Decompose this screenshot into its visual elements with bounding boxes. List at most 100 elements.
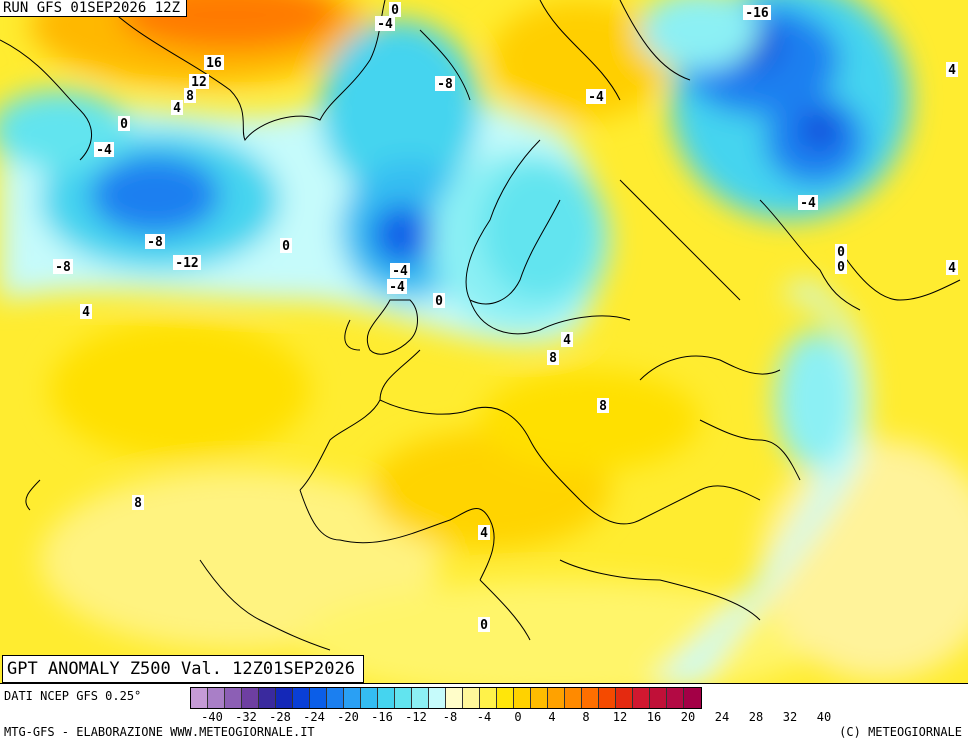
contour-label: 4 bbox=[948, 63, 956, 78]
scale-tick-label: -40 bbox=[201, 710, 223, 724]
color-swatch bbox=[276, 688, 293, 708]
scale-tick-label: 4 bbox=[548, 710, 556, 724]
color-swatch bbox=[429, 688, 446, 708]
contour-label: 0 bbox=[837, 245, 845, 260]
scale-tick-label: -24 bbox=[303, 710, 325, 724]
color-swatch bbox=[378, 688, 395, 708]
scale-tick-label: -4 bbox=[476, 710, 492, 724]
scale-tick-label: 28 bbox=[748, 710, 764, 724]
contour-label: 4 bbox=[948, 261, 956, 276]
contour-label: 4 bbox=[480, 526, 488, 541]
contour-label: -4 bbox=[377, 17, 393, 32]
data-source: DATI NCEP GFS 0.25° bbox=[4, 689, 142, 703]
anomaly-field bbox=[0, 0, 968, 683]
credit-left: MTG-GFS - ELABORAZIONE WWW.METEOGIORNALE… bbox=[4, 725, 315, 739]
credit-right: (C) METEOGIORNALE bbox=[839, 725, 962, 739]
anomaly-map: 0 -4 16 12 8 4 0 -4 -8 -4 0 -8 -12 -8 -4 -4 0 4 8 4 8 8 4 0 -16-… bbox=[0, 0, 968, 683]
contour-label-bg bbox=[433, 293, 445, 308]
contour-label-bg bbox=[171, 100, 183, 115]
contour-label: 8 bbox=[599, 399, 607, 414]
color-swatch bbox=[327, 688, 344, 708]
color-swatch bbox=[191, 688, 208, 708]
color-swatch bbox=[531, 688, 548, 708]
color-swatch bbox=[684, 688, 701, 708]
color-swatch bbox=[242, 688, 259, 708]
scale-tick-label: 16 bbox=[646, 710, 662, 724]
contour-label-bg bbox=[946, 260, 958, 275]
scale-tick-label: 20 bbox=[680, 710, 696, 724]
map-title: GPT ANOMALY Z500 Val. 12Z01SEP2026 bbox=[2, 655, 364, 683]
contour-label-bg bbox=[389, 2, 401, 17]
color-swatch bbox=[480, 688, 497, 708]
contour-label: 16 bbox=[206, 56, 222, 71]
contour-label: 0 bbox=[120, 117, 128, 132]
contour-label-bg bbox=[597, 398, 609, 413]
color-swatch bbox=[616, 688, 633, 708]
contour-label-bg bbox=[946, 62, 958, 77]
color-swatch bbox=[293, 688, 310, 708]
contour-label: 4 bbox=[82, 305, 90, 320]
contour-label: -8 bbox=[55, 260, 71, 275]
color-swatch bbox=[650, 688, 667, 708]
contour-label-bg bbox=[145, 234, 165, 249]
contour-label: 4 bbox=[563, 333, 571, 348]
contour-label-bg bbox=[743, 5, 771, 20]
contour-label-bg bbox=[204, 55, 224, 70]
contour-label: 8 bbox=[134, 496, 142, 511]
contour-label-bg bbox=[835, 259, 847, 274]
color-swatch bbox=[395, 688, 412, 708]
contour-label-bg bbox=[280, 238, 292, 253]
contour-label-bg bbox=[132, 495, 144, 510]
contour-label: 8 bbox=[549, 351, 557, 366]
contour-label-bg bbox=[547, 350, 559, 365]
contour-label-bg bbox=[586, 89, 606, 104]
color-scale-ticks: -40 -32 -28 -24 -20 -16 -12 -8 -4 0 4 8 12 16 20 24 28 32… bbox=[190, 710, 968, 724]
contour-label: 0 bbox=[480, 618, 488, 633]
color-swatch bbox=[565, 688, 582, 708]
contour-label: -12 bbox=[175, 256, 198, 271]
contour-label-bg bbox=[478, 525, 490, 540]
contour-label: 8 bbox=[186, 89, 194, 104]
contour-label-bg bbox=[478, 617, 490, 632]
contour-label-bg bbox=[375, 16, 395, 31]
color-swatch bbox=[514, 688, 531, 708]
scale-tick-label: -12 bbox=[405, 710, 427, 724]
color-swatch bbox=[633, 688, 650, 708]
color-scale-bar bbox=[190, 687, 702, 709]
color-swatch bbox=[344, 688, 361, 708]
contour-label-bg bbox=[387, 279, 407, 294]
contour-label: -8 bbox=[147, 235, 163, 250]
color-swatch bbox=[225, 688, 242, 708]
scale-tick-label: 12 bbox=[612, 710, 628, 724]
contour-label-bg bbox=[53, 259, 73, 274]
contour-label: 12 bbox=[191, 75, 207, 90]
contour-label: -4 bbox=[800, 196, 816, 211]
contour-label-bg bbox=[435, 76, 455, 91]
scale-tick-label: -20 bbox=[337, 710, 359, 724]
coastlines bbox=[0, 0, 961, 651]
contour-label: 0 bbox=[435, 294, 443, 309]
contour-label: 0 bbox=[282, 239, 290, 254]
color-swatch bbox=[548, 688, 565, 708]
color-swatch bbox=[446, 688, 463, 708]
contour-label: -8 bbox=[437, 77, 453, 92]
color-swatch bbox=[463, 688, 480, 708]
contour-label: -4 bbox=[389, 280, 405, 295]
contour-label: 4 bbox=[173, 101, 181, 116]
scale-tick-label: 24 bbox=[714, 710, 730, 724]
contour-label-bg bbox=[118, 116, 130, 131]
legend-panel: DATI NCEP GFS 0.25° -40 -32 -28 -24 -20 -16 -1… bbox=[0, 683, 968, 746]
scale-tick-label: 40 bbox=[816, 710, 832, 724]
color-swatch bbox=[412, 688, 429, 708]
contour-label-bg bbox=[189, 74, 209, 89]
contour-label: -4 bbox=[96, 143, 112, 158]
contour-label: -16 bbox=[745, 6, 769, 21]
color-swatch bbox=[667, 688, 684, 708]
color-swatch bbox=[361, 688, 378, 708]
scale-tick-label: -8 bbox=[442, 710, 458, 724]
color-swatch bbox=[208, 688, 225, 708]
contour-label-bg bbox=[184, 88, 196, 103]
color-swatch bbox=[497, 688, 514, 708]
